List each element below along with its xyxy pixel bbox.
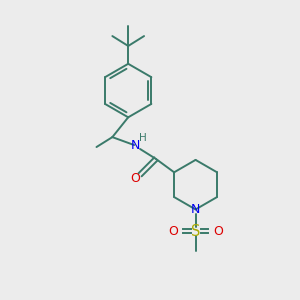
Text: H: H [139,133,147,143]
Text: O: O [168,225,178,238]
Text: O: O [130,172,140,185]
Text: N: N [191,203,200,216]
Text: S: S [191,224,200,239]
Text: O: O [213,225,223,238]
Text: N: N [130,139,140,152]
